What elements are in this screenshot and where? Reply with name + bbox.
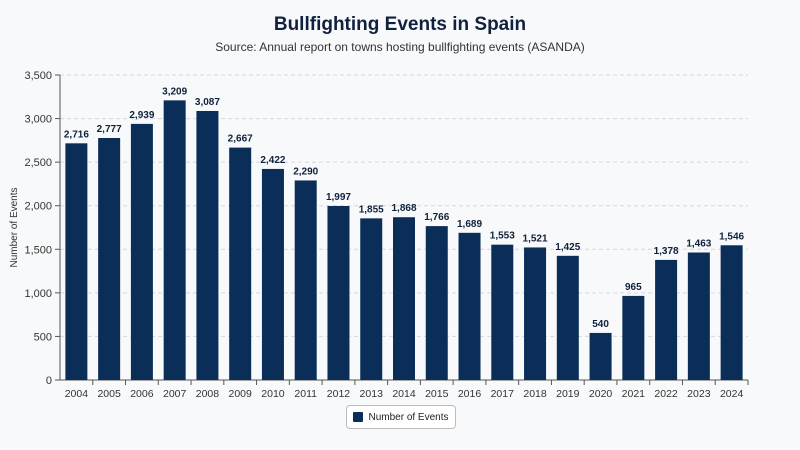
data-label: 2,290 [293, 166, 318, 177]
data-label: 1,868 [391, 203, 416, 214]
data-label: 3,087 [195, 97, 220, 108]
bar [687, 252, 710, 380]
bar [163, 100, 186, 380]
data-label: 1,689 [457, 219, 482, 230]
x-tick-label: 2005 [97, 388, 121, 400]
y-tick-label: 2,500 [24, 157, 52, 169]
bar [491, 244, 514, 380]
data-label: 1,425 [555, 242, 580, 253]
data-label: 2,716 [64, 129, 89, 140]
x-tick-label: 2017 [491, 388, 515, 400]
chart-subtitle: Source: Annual report on towns hosting b… [215, 40, 585, 54]
y-tick-label: 3,000 [24, 114, 52, 126]
data-label: 2,939 [129, 110, 154, 121]
data-label: 1,546 [719, 231, 744, 242]
bar [720, 245, 743, 380]
y-axis-label: Number of Events [9, 187, 20, 267]
x-tick-label: 2009 [229, 388, 253, 400]
x-tick-label: 2011 [294, 388, 317, 400]
legend-swatch [353, 412, 364, 422]
y-tick-label: 500 [34, 331, 52, 343]
bar [261, 168, 284, 380]
data-label: 3,209 [162, 86, 187, 97]
x-tick-label: 2004 [65, 388, 89, 400]
data-label: 2,777 [97, 124, 122, 135]
x-tick-label: 2015 [425, 388, 449, 400]
y-tick-label: 2,000 [24, 201, 52, 213]
bar [524, 247, 547, 380]
bar [130, 123, 153, 380]
data-label: 2,667 [228, 134, 253, 145]
data-label: 1,463 [686, 239, 711, 250]
x-tick-label: 2022 [654, 388, 678, 400]
bar [196, 110, 219, 381]
x-tick-label: 2006 [130, 388, 154, 400]
data-label: 540 [592, 319, 609, 330]
chart-title: Bullfighting Events in Spain [273, 14, 527, 35]
x-tick-label: 2019 [556, 388, 580, 400]
data-label: 1,997 [326, 192, 351, 203]
x-tick-label: 2020 [589, 388, 613, 400]
legend-label: Number of Events [368, 411, 449, 423]
data-label: 965 [625, 282, 642, 293]
y-tick-label: 1,000 [24, 288, 52, 300]
x-tick-label: 2023 [687, 388, 711, 400]
bar [589, 332, 612, 380]
data-label: 2,422 [260, 155, 285, 166]
data-label: 1,855 [359, 204, 384, 215]
bar [229, 147, 252, 380]
x-tick-label: 2007 [163, 388, 187, 400]
bar [556, 255, 579, 380]
x-tick-label: 2024 [720, 388, 744, 400]
data-label: 1,553 [490, 231, 515, 242]
bar [360, 218, 383, 380]
legend[interactable]: Number of Events [346, 405, 456, 429]
x-tick-label: 2018 [523, 388, 547, 400]
y-tick-label: 1,500 [24, 244, 52, 256]
data-label: 1,378 [654, 246, 679, 257]
data-label: 1,521 [523, 233, 548, 244]
x-tick-label: 2021 [622, 388, 646, 400]
x-tick-label: 2010 [261, 388, 285, 400]
bar [655, 259, 678, 380]
x-tick-label: 2008 [196, 388, 220, 400]
bar [65, 143, 88, 380]
x-tick-label: 2016 [458, 388, 482, 400]
bar [294, 180, 317, 380]
y-tick-label: 0 [46, 375, 52, 387]
x-tick-label: 2012 [327, 388, 351, 400]
data-label: 1,766 [424, 212, 449, 223]
bar [393, 217, 415, 380]
bar [622, 295, 645, 380]
bar [425, 226, 448, 380]
y-tick-label: 3,500 [24, 70, 52, 82]
x-tick-label: 2013 [360, 388, 384, 400]
bar [458, 232, 481, 380]
x-tick-label: 2014 [392, 388, 416, 400]
bar [98, 138, 121, 380]
bar [327, 205, 350, 380]
